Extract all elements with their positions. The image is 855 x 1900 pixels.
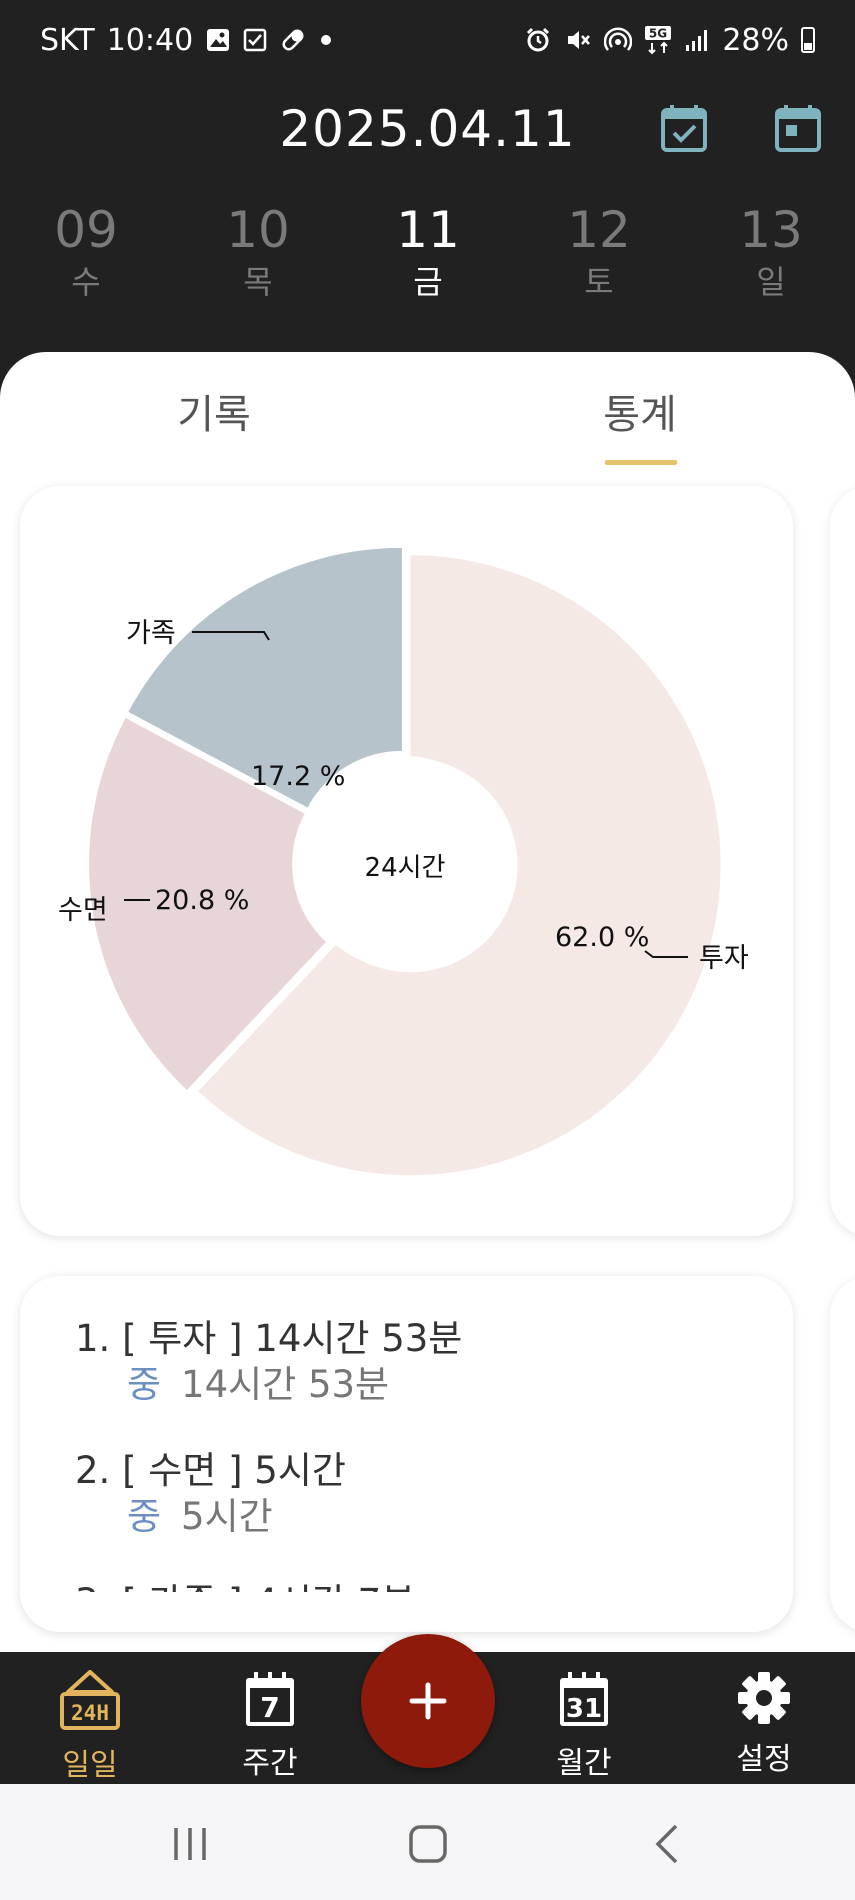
checkbox-icon: [243, 28, 267, 52]
ranking-item: 2. [ 수면 ] 5시간 중 5시간: [75, 1448, 763, 1540]
ranking-detail: 중 14시간 53분: [75, 1362, 763, 1408]
gear-icon: [738, 1672, 790, 1724]
day-number: 11: [396, 201, 460, 259]
add-entry-button[interactable]: [361, 1634, 495, 1768]
nav-monthly[interactable]: 31 월간: [524, 1670, 644, 1782]
ranking-item: 3. [ 가족 ] 4시간 7분: [75, 1580, 763, 1592]
day-item[interactable]: 10 목: [203, 200, 313, 304]
day-number: 09: [54, 201, 118, 259]
recent-apps-icon: [174, 1828, 206, 1860]
battery-percent: 28%: [722, 22, 789, 58]
nav-settings[interactable]: 설정: [704, 1670, 824, 1778]
nav-label: 설정: [736, 1742, 792, 1777]
pie-slice-3[interactable]: [128, 547, 402, 808]
calendar-badge: 7: [260, 1691, 279, 1724]
calendar-31-icon: 31: [560, 1672, 608, 1726]
back-icon: [655, 1824, 678, 1864]
ranking-list[interactable]: 1. [ 투자 ] 14시간 53분 중 14시간 53분 2. [ 수면 ] 5…: [75, 1316, 763, 1592]
nav-label: 월간: [556, 1746, 612, 1781]
slice-value-label: 17.2 %: [251, 761, 345, 792]
calendar-check-icon: [661, 105, 707, 152]
next-card-peek[interactable]: [830, 1276, 855, 1632]
pie-chart: 24시간 가족 17.2 % 수면 20.8 % 62.0 % 투자: [58, 547, 749, 1176]
duration-label: 14시간 53분: [181, 1363, 390, 1406]
calendar-today-button[interactable]: [772, 102, 824, 154]
signal-icon: [684, 27, 710, 53]
clock-label: 10:40: [106, 22, 194, 58]
pie-slice-2[interactable]: [89, 718, 326, 1090]
day-item-selected[interactable]: 11 금: [373, 200, 483, 304]
date-title[interactable]: 2025.04.11: [279, 100, 576, 158]
next-card-peek[interactable]: [830, 486, 855, 1236]
ranking-title: 1. [ 투자 ] 14시간 53분: [75, 1317, 463, 1360]
tab-statistics[interactable]: 통계: [603, 392, 677, 438]
header: 2025.04.11: [0, 80, 855, 180]
day-selector: 09 수 10 목 11 금 12 토 13 일: [0, 200, 855, 330]
pill-icon: [279, 26, 307, 54]
day-of-week: 목: [243, 263, 273, 301]
content-panel: 기록 통계 24시간 가족 17.2 % 수면 20.8 % 62.0 % 투자: [0, 352, 855, 1652]
nav-weekly[interactable]: 7 주간: [210, 1670, 330, 1782]
day-of-week: 일: [756, 263, 786, 301]
recent-apps-button[interactable]: [160, 1814, 220, 1874]
tab-records[interactable]: 기록: [177, 392, 251, 438]
tab-bar: 기록 통계: [0, 352, 855, 472]
day-item[interactable]: 12 토: [544, 200, 654, 304]
day-number: 10: [226, 201, 290, 259]
level-label: 중: [127, 1495, 162, 1538]
calendar-7-icon: 7: [246, 1672, 294, 1726]
hotspot-icon: [604, 26, 633, 54]
slice-name-label: 가족: [126, 618, 176, 649]
chart-card: 24시간 가족 17.2 % 수면 20.8 % 62.0 % 투자: [20, 486, 793, 1236]
ranking-card: 1. [ 투자 ] 14시간 53분 중 14시간 53분 2. [ 수면 ] 5…: [20, 1276, 793, 1632]
day-of-week: 수: [71, 263, 101, 301]
home-icon: [409, 1825, 447, 1863]
system-navigation-bar: [0, 1784, 855, 1900]
day-number: 12: [567, 201, 631, 259]
ranking-title: 2. [ 수면 ] 5시간: [75, 1449, 346, 1492]
donut-hole: [298, 756, 512, 970]
slice-value-label: 20.8 %: [155, 885, 249, 916]
calendar-badge: 31: [566, 1694, 602, 1724]
battery-icon: [801, 27, 815, 53]
slice-name-label: 투자: [699, 943, 749, 974]
carrier-label: SKT: [40, 22, 95, 58]
day-item[interactable]: 09 수: [31, 200, 141, 304]
alarm-icon: [524, 26, 552, 54]
mute-icon: [564, 26, 592, 54]
svg-text:24H: 24H: [71, 1701, 109, 1725]
pie-slice-1[interactable]: [198, 555, 721, 1176]
back-button[interactable]: [638, 1814, 698, 1874]
notification-dot-icon: [319, 33, 333, 47]
tab-indicator: [605, 460, 677, 465]
level-label: 중: [127, 1363, 162, 1406]
ranking-item: 1. [ 투자 ] 14시간 53분 중 14시간 53분: [75, 1316, 763, 1408]
day-of-week: 금: [413, 263, 443, 301]
status-bar: SKT 10:40 5G 28%: [0, 0, 855, 80]
slice-value-label: 62.0 %: [555, 922, 649, 953]
day-of-week: 토: [584, 263, 614, 301]
day-number: 13: [739, 201, 803, 259]
duration-label: 5시간: [181, 1495, 273, 1538]
ranking-list-viewport: 1. [ 투자 ] 14시간 53분 중 14시간 53분 2. [ 수면 ] 5…: [20, 1276, 793, 1592]
network-label: 5G: [649, 27, 667, 41]
nav-label: 주간: [242, 1746, 298, 1781]
24h-icon: 24H: [60, 1670, 120, 1730]
leader-line-invest: [644, 950, 688, 958]
nav-daily[interactable]: 24H 일일: [30, 1670, 150, 1784]
ranking-title: 3. [ 가족 ] 4시간 7분: [75, 1580, 763, 1592]
calendar-today-icon: [775, 105, 821, 152]
center-label: 24시간: [365, 853, 446, 883]
nav-label: 일일: [62, 1748, 118, 1783]
home-button[interactable]: [398, 1814, 458, 1874]
calendar-check-button[interactable]: [658, 102, 710, 154]
slice-name-label: 수면: [58, 895, 108, 926]
ranking-detail: 중 5시간: [75, 1494, 763, 1540]
leader-line-family: [192, 631, 270, 641]
plus-icon: [409, 1682, 447, 1720]
gallery-icon: [205, 27, 231, 53]
day-item[interactable]: 13 일: [716, 200, 826, 304]
5g-icon: 5G: [644, 25, 672, 55]
